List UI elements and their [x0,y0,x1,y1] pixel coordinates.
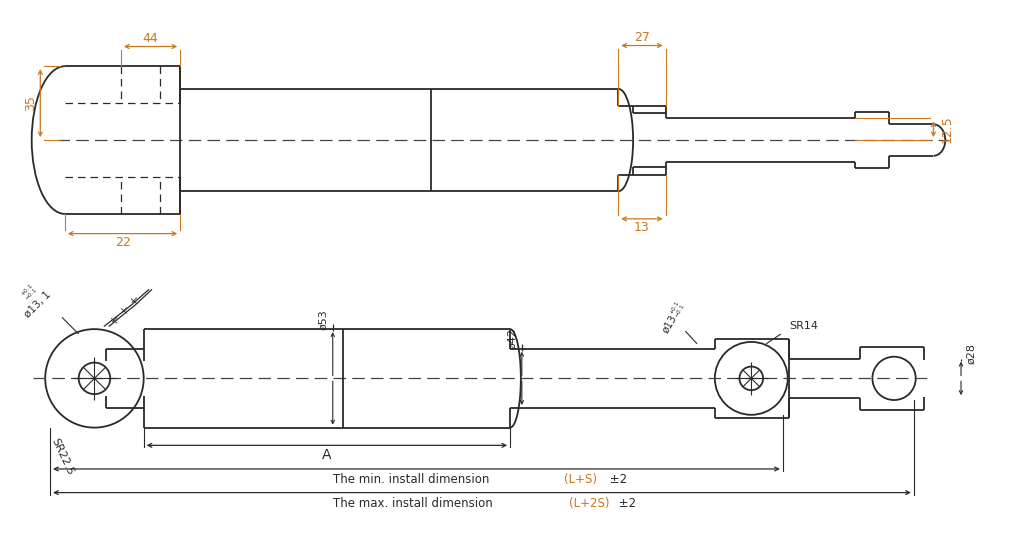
Text: A: A [322,448,331,462]
Text: ø13: ø13 [660,313,679,335]
Text: 13: 13 [634,221,650,234]
Text: 35: 35 [24,95,37,111]
Text: $^{+0.1}_{-0.1}$: $^{+0.1}_{-0.1}$ [667,299,688,320]
Text: SR14: SR14 [789,321,818,331]
Text: SR22.5: SR22.5 [49,437,75,477]
Text: ø28: ø28 [966,343,976,364]
Text: The min. install dimension: The min. install dimension [333,473,490,486]
Text: ø42: ø42 [507,329,517,349]
Text: ±2: ±2 [615,497,637,510]
Text: 44: 44 [143,32,158,45]
Text: (L+2S): (L+2S) [569,497,609,510]
Text: 22: 22 [114,236,131,249]
Text: ø53: ø53 [318,309,328,330]
Text: ø13, 1: ø13, 1 [22,289,52,319]
Text: 12.5: 12.5 [940,115,954,143]
Text: (L+S): (L+S) [564,473,597,486]
Text: $^{+0.1}_{-0.1}$: $^{+0.1}_{-0.1}$ [18,281,40,302]
Text: The max. install dimension: The max. install dimension [333,497,493,510]
Text: 27: 27 [634,31,650,44]
Text: ±2: ±2 [605,473,626,486]
